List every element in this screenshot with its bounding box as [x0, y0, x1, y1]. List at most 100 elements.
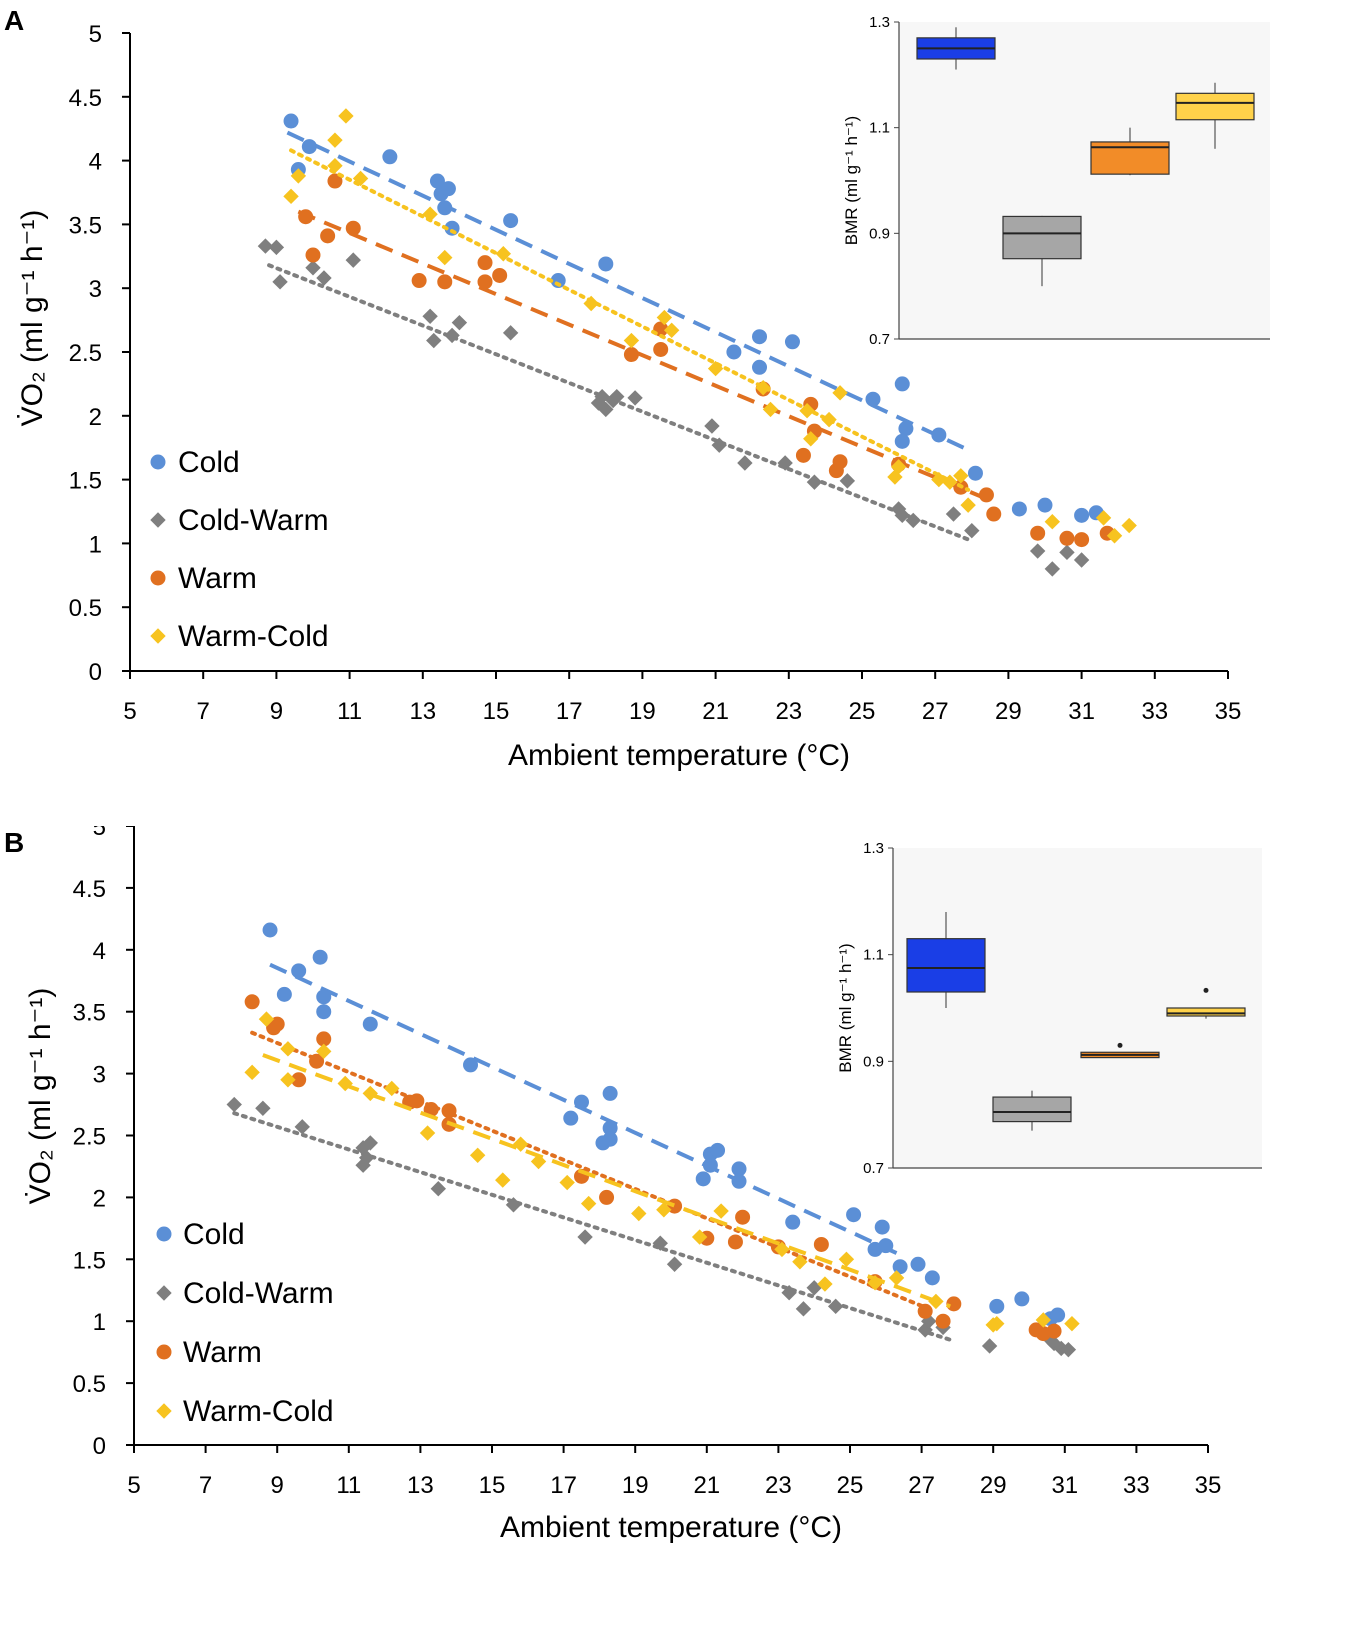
data-point-cold-warm [737, 455, 753, 471]
data-point-cold-warm [345, 252, 361, 268]
x-tick-label: 19 [622, 1472, 649, 1499]
data-point-cold [602, 1085, 618, 1101]
x-tick-label: 13 [409, 698, 436, 725]
data-point-cold-warm [806, 1280, 822, 1296]
x-tick-label: 29 [995, 698, 1022, 725]
data-point-warm [492, 267, 508, 283]
data-point-warm-cold [1095, 510, 1112, 526]
legend-label-warm-cold: Warm-Cold [183, 1395, 334, 1428]
data-point-cold [726, 344, 742, 360]
y-tick-label: 4.5 [73, 876, 106, 903]
y-axis-title: V̇O₂ (ml g⁻¹ h⁻¹) [16, 210, 49, 427]
data-point-cold-warm [1044, 561, 1061, 577]
data-point-warm [599, 1189, 615, 1205]
data-point-cold [1050, 1307, 1066, 1323]
data-point-cold-warm [316, 270, 332, 286]
legend-label-cold-warm: Cold-Warm [178, 504, 329, 537]
series-warm [297, 173, 1115, 548]
data-point-warm-cold [362, 1085, 378, 1102]
box-cold-warm [992, 1090, 1072, 1131]
data-point-cold-warm [981, 1338, 998, 1354]
data-point-cold [931, 427, 947, 443]
data-point-cold [731, 1161, 747, 1177]
trend-line-warm [297, 209, 988, 501]
x-tick-label: 25 [849, 698, 876, 725]
data-point-cold-warm [1053, 1340, 1069, 1357]
data-point-cold [602, 1131, 618, 1147]
y-tick-label: 1.5 [69, 468, 102, 495]
x-tick-label: 21 [693, 1472, 720, 1499]
x-tick-label: 15 [483, 698, 510, 725]
data-point-warm [623, 347, 639, 363]
inset-y-axis-title: BMR (ml g⁻¹ h⁻¹) [836, 943, 855, 1072]
x-tick-label: 15 [479, 1472, 506, 1499]
data-point-cold [710, 1142, 726, 1158]
data-point-warm [1074, 532, 1090, 548]
data-point-warm [437, 274, 453, 290]
series-warm-cold [283, 108, 1137, 544]
data-point-cold-warm [430, 1181, 446, 1197]
data-point-cold-warm [305, 260, 321, 276]
data-point-cold-warm [590, 395, 607, 411]
data-point-warm-cold [762, 401, 779, 418]
data-point-warm [411, 273, 427, 289]
y-tick-label: 4 [93, 938, 106, 965]
data-point-warm-cold [623, 332, 640, 349]
x-tick-label: 9 [270, 698, 283, 725]
data-point-warm [291, 1072, 307, 1088]
y-tick-label: 1 [89, 531, 102, 558]
data-point-cold [924, 1270, 940, 1286]
data-point-warm-cold [495, 1172, 511, 1188]
data-point-warm-cold [583, 295, 599, 312]
data-point-warm [917, 1303, 933, 1319]
x-tick-label: 33 [1141, 698, 1168, 725]
y-tick-label: 3.5 [69, 212, 102, 239]
x-tick-label: 23 [775, 698, 802, 725]
data-point-cold-warm [362, 1135, 378, 1151]
data-point-warm [813, 1236, 829, 1252]
data-point-warm-cold [280, 1072, 296, 1088]
legend-marker-cold [150, 454, 166, 470]
data-point-warm-cold [838, 1251, 855, 1267]
inset-y-tick-label: 1.1 [869, 120, 890, 137]
data-point-warm [345, 220, 361, 236]
data-point-warm-cold [244, 1064, 260, 1081]
data-point-cold [550, 273, 566, 289]
data-point-cold [440, 181, 456, 197]
data-point-cold-warm [257, 238, 274, 254]
data-point-warm [298, 209, 314, 225]
y-tick-label: 3.5 [73, 1000, 106, 1027]
x-tick-label: 11 [336, 1472, 361, 1499]
data-point-cold [967, 465, 983, 481]
data-point-cold-warm [945, 506, 962, 522]
data-point-warm [986, 506, 1002, 522]
data-point-cold-warm [444, 327, 460, 344]
panel-a-chart: A 0 0.5 1 1.5 2 2.5 3 3.5 4 4.5 5 5 7 9 11 13 15 17 19 21 23… [4, 5, 1270, 772]
data-point-cold [865, 391, 881, 407]
y-tick-label: 0 [93, 1433, 106, 1460]
data-point-cold [563, 1110, 579, 1126]
data-point-warm-cold [419, 1125, 436, 1141]
data-point-warm [1046, 1323, 1062, 1339]
legend-label-cold-warm: Cold-Warm [183, 1277, 334, 1310]
x-tick-label: 7 [199, 1472, 212, 1499]
data-point-warm [735, 1209, 751, 1225]
data-point-warm-cold [867, 1275, 883, 1291]
inset-y-tick-label: 1.1 [863, 947, 884, 964]
x-tick-label: 17 [556, 698, 583, 725]
x-tick-label: 29 [980, 1472, 1007, 1499]
data-point-warm-cold [384, 1080, 400, 1097]
data-point-warm-cold [707, 360, 724, 377]
data-point-warm [244, 994, 260, 1010]
data-point-warm-cold [942, 474, 958, 490]
y-tick-label: 5 [89, 21, 102, 48]
data-point-warm-cold [713, 1203, 729, 1219]
data-point-cold [695, 1171, 711, 1187]
data-point-cold [463, 1057, 479, 1073]
data-point-warm-cold [469, 1147, 486, 1164]
box-warm [1080, 1042, 1160, 1059]
data-point-warm-cold [821, 411, 837, 428]
data-point-warm [946, 1296, 962, 1312]
data-point-cold [312, 949, 328, 965]
x-tick-label: 33 [1123, 1472, 1150, 1499]
